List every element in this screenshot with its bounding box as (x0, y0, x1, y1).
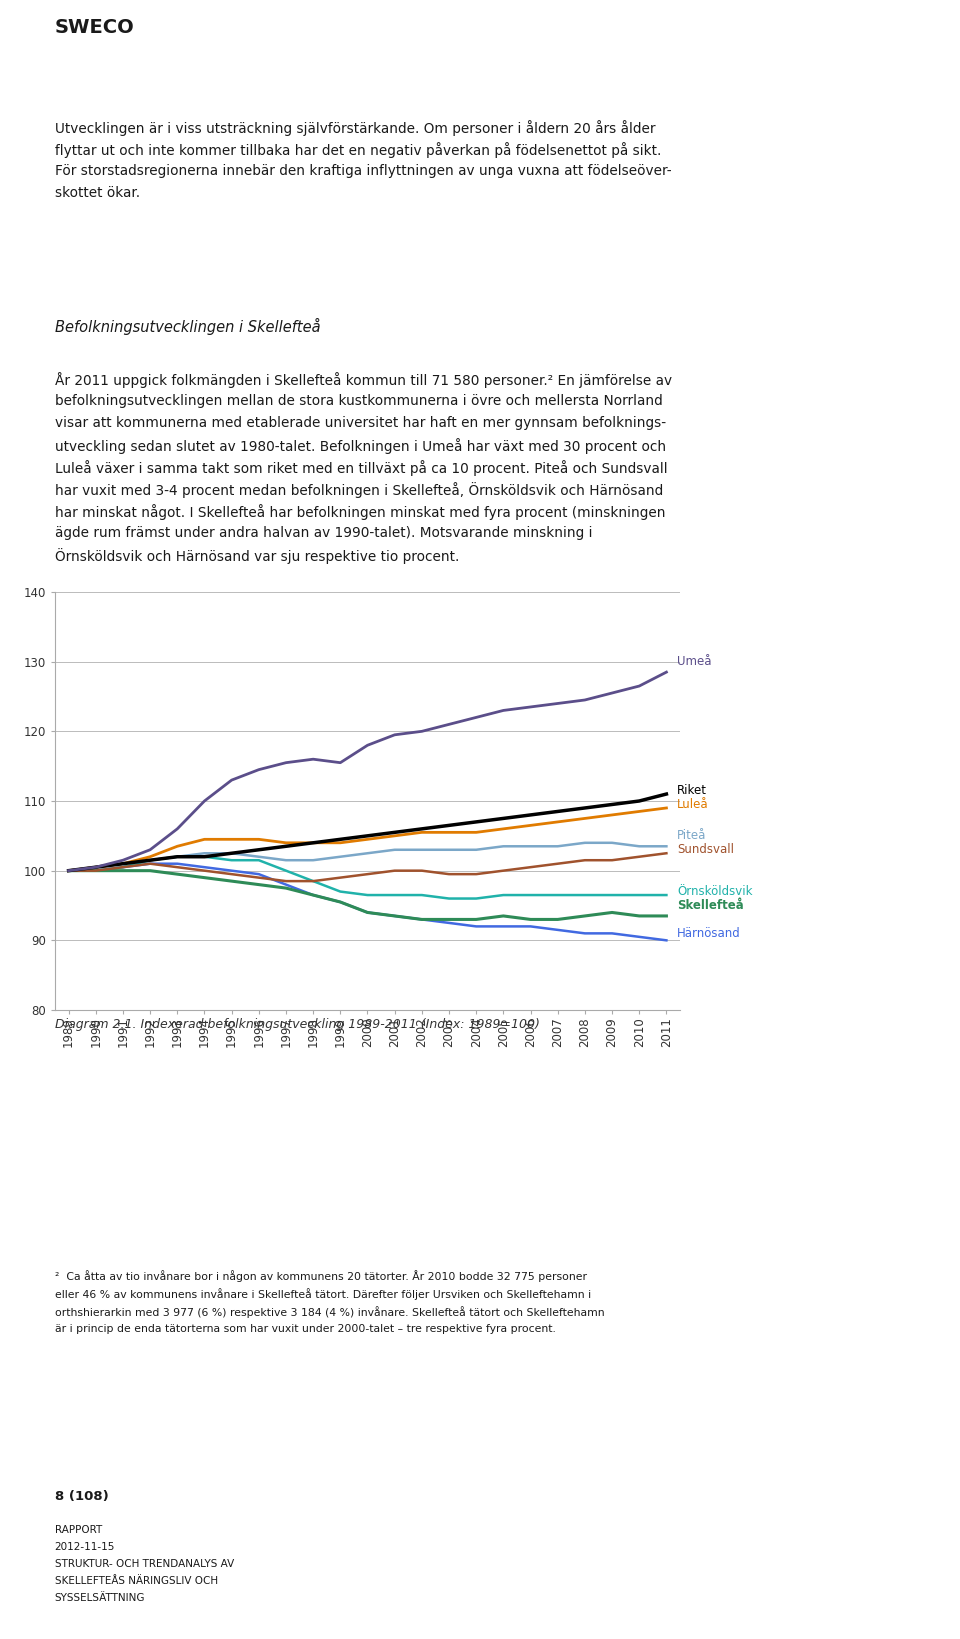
Text: visar att kommunerna med etablerade universitet har haft en mer gynnsam befolkni: visar att kommunerna med etablerade univ… (55, 416, 666, 429)
Text: Riket: Riket (678, 783, 708, 797)
Text: STRUKTUR- OCH TRENDANALYS AV: STRUKTUR- OCH TRENDANALYS AV (55, 1559, 234, 1569)
Text: SYSSELSÄTTNING: SYSSELSÄTTNING (55, 1593, 145, 1603)
Text: eller 46 % av kommunens invånare i Skellefteå tätort. Därefter följer Ursviken o: eller 46 % av kommunens invånare i Skell… (55, 1288, 590, 1300)
Text: Piteå: Piteå (678, 829, 707, 842)
Text: har vuxit med 3-4 procent medan befolkningen i Skellefteå, Örnsköldsvik och Härn: har vuxit med 3-4 procent medan befolkni… (55, 482, 663, 498)
Text: befolkningsutvecklingen mellan de stora kustkommunerna i övre och mellersta Norr: befolkningsutvecklingen mellan de stora … (55, 393, 662, 408)
Text: ägde rum främst under andra halvan av 1990-talet). Motsvarande minskning i: ägde rum främst under andra halvan av 19… (55, 526, 592, 539)
Text: Befolkningsutvecklingen i Skellefteå: Befolkningsutvecklingen i Skellefteå (55, 318, 321, 334)
Text: Luleå: Luleå (678, 798, 708, 811)
Text: 8 (108): 8 (108) (55, 1490, 108, 1503)
Text: ²  Ca åtta av tio invånare bor i någon av kommunens 20 tätorter. År 2010 bodde 3: ² Ca åtta av tio invånare bor i någon av… (55, 1270, 587, 1282)
Text: Örnsköldsvik: Örnsköldsvik (678, 885, 753, 898)
Text: År 2011 uppgick folkmängden i Skellefteå kommun till 71 580 personer.² En jämför: År 2011 uppgick folkmängden i Skellefteå… (55, 372, 672, 388)
Text: RAPPORT: RAPPORT (55, 1524, 102, 1536)
Text: Sundsvall: Sundsvall (678, 844, 734, 856)
Text: utveckling sedan slutet av 1980-talet. Befolkningen i Umeå har växt med 30 proce: utveckling sedan slutet av 1980-talet. B… (55, 438, 666, 454)
Text: Skellefteå: Skellefteå (678, 900, 744, 911)
Text: skottet ökar.: skottet ökar. (55, 185, 140, 200)
Text: orthshierarkin med 3 977 (6 %) respektive 3 184 (4 %) invånare. Skellefteå tätor: orthshierarkin med 3 977 (6 %) respektiv… (55, 1306, 605, 1318)
Text: Umeå: Umeå (678, 656, 711, 669)
Text: SWECO: SWECO (55, 18, 134, 38)
Text: Härnösand: Härnösand (678, 928, 741, 939)
Text: är i princip de enda tätorterna som har vuxit under 2000-talet – tre respektive : är i princip de enda tätorterna som har … (55, 1324, 556, 1334)
Text: Örnsköldsvik och Härnösand var sju respektive tio procent.: Örnsköldsvik och Härnösand var sju respe… (55, 547, 459, 564)
Text: SKELLEFTEÅS NÄRINGSLIV OCH: SKELLEFTEÅS NÄRINGSLIV OCH (55, 1577, 218, 1587)
Text: Luleå växer i samma takt som riket med en tillväxt på ca 10 procent. Piteå och S: Luleå växer i samma takt som riket med e… (55, 461, 667, 475)
Text: För storstadsregionerna innebär den kraftiga inflyttningen av unga vuxna att föd: För storstadsregionerna innebär den kraf… (55, 164, 671, 179)
Text: flyttar ut och inte kommer tillbaka har det en negativ påverkan på födelsenettot: flyttar ut och inte kommer tillbaka har … (55, 143, 661, 157)
Text: Diagram 2.1. Indexerad befolkningsutveckling 1989-2011 (Index: 1989=100): Diagram 2.1. Indexerad befolkningsutveck… (55, 1018, 540, 1031)
Text: Utvecklingen är i viss utsträckning självförstärkande. Om personer i åldern 20 å: Utvecklingen är i viss utsträckning själ… (55, 120, 656, 136)
Text: 2012-11-15: 2012-11-15 (55, 1542, 115, 1552)
Text: har minskat något. I Skellefteå har befolkningen minskat med fyra procent (minsk: har minskat något. I Skellefteå har befo… (55, 505, 665, 520)
